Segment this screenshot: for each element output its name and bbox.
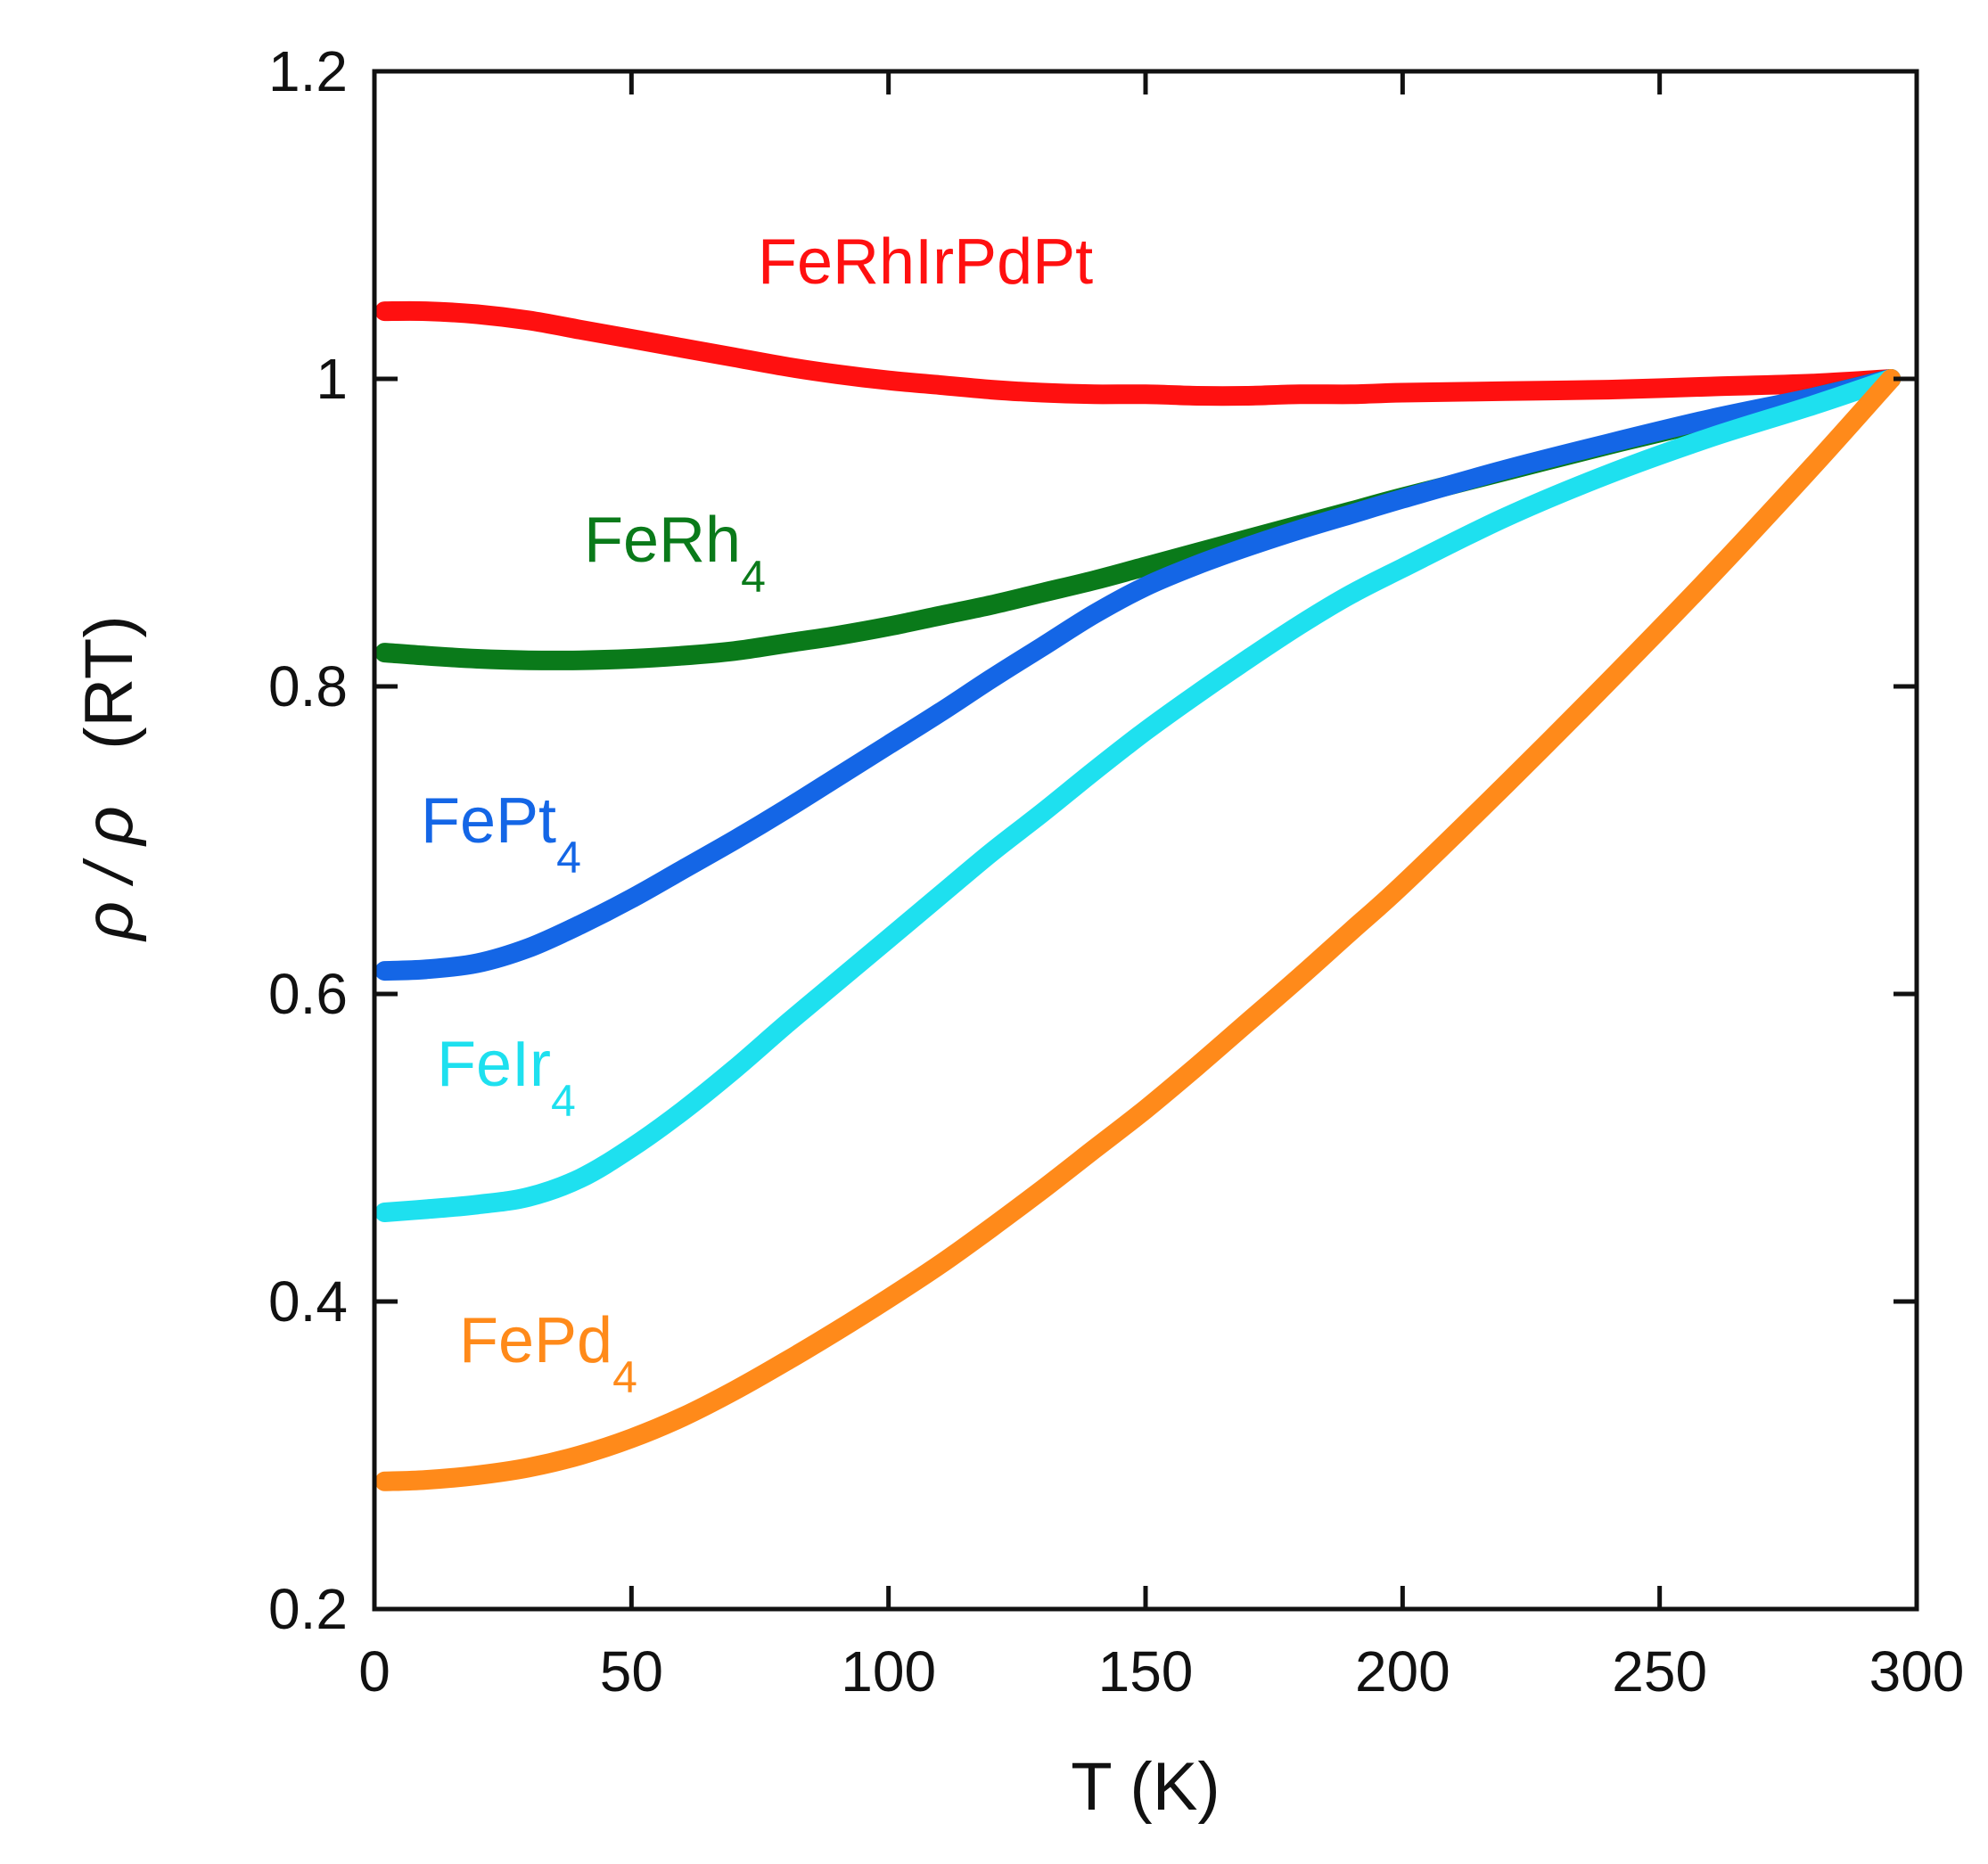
y-tick-label: 1.2 (268, 39, 348, 103)
series-line-feir4 (374, 369, 1902, 1222)
x-tick-label: 250 (1612, 1639, 1707, 1704)
y-tick-label: 1 (316, 347, 348, 411)
y-axis-gap (71, 768, 147, 787)
y-axis-suffix: (RT) (71, 615, 147, 750)
y-axis-title: ρ / ρ (RT) (71, 615, 147, 941)
x-tick-label: 150 (1098, 1639, 1194, 1704)
series-label-ferhirpdpt: FeRhIrPdPt (758, 226, 1093, 298)
series-label-base: FePd (459, 1305, 612, 1376)
series-label-base: FeRh (584, 505, 741, 576)
y-axis-symbol: ρ / ρ (71, 806, 147, 941)
ticks-layer: 0 50 100 150 200 250 300 0.2 0.4 0.6 0.8 1 1.2 (268, 39, 1964, 1704)
series-label-fept4: FePt4 (421, 785, 581, 883)
series-label-feir4: FeIr4 (437, 1029, 576, 1126)
x-tick-label: 100 (841, 1639, 936, 1704)
y-tick-label: 0.2 (268, 1577, 348, 1641)
x-tick-label: 0 (358, 1639, 390, 1704)
y-tick-label: 0.4 (268, 1269, 348, 1334)
x-tick-label: 50 (600, 1639, 663, 1704)
series-label-base: FePt (421, 785, 556, 857)
plot-frame (372, 69, 1919, 1612)
x-tick-label: 200 (1355, 1639, 1450, 1704)
y-tick-label: 0.6 (268, 962, 348, 1026)
series-label-subscript: 4 (551, 1076, 576, 1126)
series-label-base: FeRhIrPdPt (758, 226, 1093, 298)
y-tick-label: 0.8 (268, 654, 348, 719)
series-label-subscript: 4 (556, 833, 581, 883)
series-label-subscript: 4 (612, 1352, 637, 1402)
series-label-base: FeIr (437, 1029, 551, 1100)
series-label-ferh4: FeRh4 (584, 505, 766, 602)
x-tick-label: 300 (1869, 1639, 1965, 1704)
x-axis-title: T (K) (1071, 1749, 1220, 1825)
series-label-subscript: 4 (741, 552, 766, 602)
series-line-fepd4 (374, 369, 1902, 1491)
series-line-ferhirpdpt (374, 300, 1902, 406)
series-label-fepd4: FePd4 (459, 1305, 637, 1402)
series-line-fept4 (374, 369, 1902, 981)
series-layer (374, 300, 1902, 1491)
